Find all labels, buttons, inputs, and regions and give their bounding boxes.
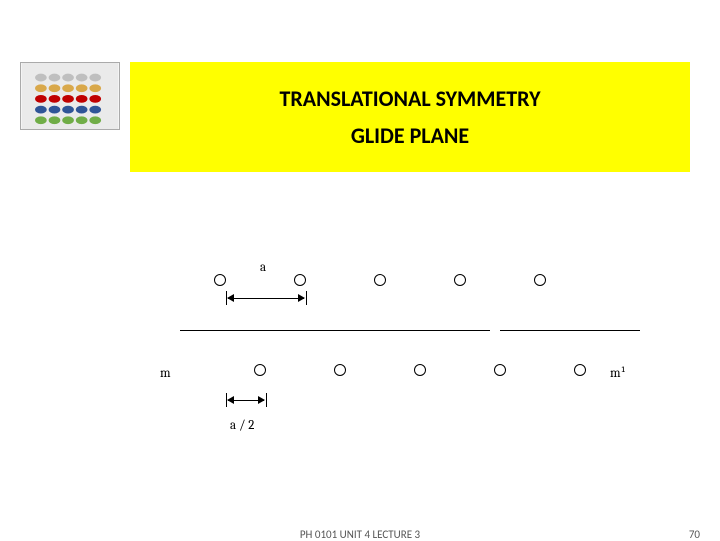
lattice-point: [214, 274, 226, 286]
slide-number: 70: [689, 528, 700, 541]
crystal-thumbnail: [20, 62, 120, 130]
title-line-2: GLIDE PLANE: [351, 122, 469, 149]
dimension-label: a: [260, 260, 266, 275]
arrow-head-icon: [298, 294, 305, 302]
lattice-point: [254, 364, 266, 376]
lattice-point: [414, 364, 426, 376]
arrow-head-icon: [227, 396, 234, 404]
axis-label: m¹: [610, 366, 626, 381]
lattice-point: [494, 364, 506, 376]
lattice-point: [454, 274, 466, 286]
axis-label: m: [160, 366, 171, 381]
lattice-point: [534, 274, 546, 286]
mirror-line: [180, 330, 490, 331]
title-line-1: TRANSLATIONAL SYMMETRY: [279, 85, 540, 112]
arrow-head-icon: [258, 396, 265, 404]
lattice-point: [334, 364, 346, 376]
glide-plane-diagram: a a / 2 m m¹: [160, 250, 640, 450]
dimension-stop: [306, 291, 307, 305]
footer-center-text: PH 0101 UNIT 4 LECTURE 3: [300, 528, 420, 541]
dimension-label: a / 2: [230, 418, 254, 433]
lattice-point: [374, 274, 386, 286]
title-banner: TRANSLATIONAL SYMMETRY GLIDE PLANE: [130, 62, 690, 172]
mirror-line: [500, 330, 640, 331]
lattice-point: [294, 274, 306, 286]
arrow-head-icon: [227, 294, 234, 302]
dimension-stop: [266, 393, 267, 407]
dimension-line: [228, 298, 304, 299]
lattice-point: [574, 364, 586, 376]
